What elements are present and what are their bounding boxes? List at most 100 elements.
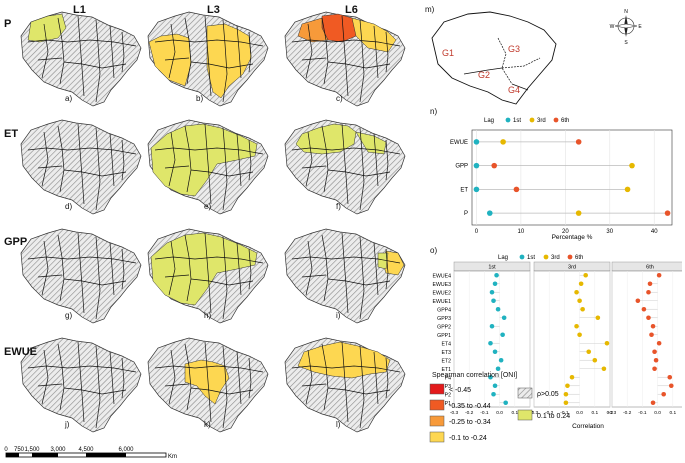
chart-n: Lag 1st 3rd 6th 0 10 20 30 40 EWUE GPP ET P Percent…	[450, 117, 673, 241]
chart-o-category-label: GPP3	[437, 316, 451, 322]
region-g3: G3	[508, 44, 520, 54]
legend-swatch	[429, 415, 445, 427]
chart-o-point	[668, 383, 674, 389]
panel-label-l: l)	[336, 420, 341, 429]
chart-o-tick-label: -0.3	[608, 410, 617, 416]
chart-n-category-label: EWUE	[450, 140, 468, 146]
scale-tick-label: 3,000	[50, 447, 66, 453]
lag-legend-title: Lag	[498, 255, 508, 261]
chart-o-tick-label: -0.2	[545, 410, 554, 416]
chart-o-point	[577, 298, 582, 304]
chart-n-tick-label: 30	[606, 229, 613, 235]
panel-label-c: c)	[336, 94, 343, 103]
chart-o-category-label: EWUE1	[433, 299, 452, 305]
scale-unit: Km	[168, 454, 177, 460]
row-label-ewue: EWUE	[4, 346, 37, 358]
legend-item-label: 0.1 to 0.24	[537, 413, 570, 420]
chart-o-point	[578, 281, 584, 287]
chart-o-tick-label: 0.1	[669, 410, 676, 416]
chart-n-point	[473, 139, 480, 145]
chart-n-point	[624, 186, 631, 193]
compass-w: W	[610, 24, 615, 30]
chart-o-point	[652, 366, 657, 372]
chart-o-point	[667, 374, 673, 380]
scale-tick-label: 6,000	[118, 447, 134, 453]
lag-legend-marker	[505, 117, 511, 123]
compass-icon: N E S W	[610, 9, 643, 46]
column-label-l6: L6	[345, 4, 358, 16]
row-label-p: P	[4, 18, 12, 30]
chart-o-point	[601, 366, 607, 372]
chart-o-point	[494, 272, 499, 278]
chart-o-point	[498, 357, 504, 363]
lag-legend-marker	[553, 117, 559, 123]
map-p-l3	[147, 11, 269, 107]
chart-o-point	[492, 281, 498, 287]
chart-n-tick-label: 40	[651, 229, 658, 235]
chart-o-category-label: EWUE2	[433, 290, 452, 296]
chart-o-point	[563, 391, 569, 397]
chart-o-point	[574, 289, 579, 295]
panel-label-k: k)	[204, 420, 211, 429]
chart-o-point	[501, 315, 507, 321]
panel-label-d: d)	[65, 202, 73, 211]
chart-o-xlabel: Correlation	[572, 423, 604, 430]
legend-swatch	[429, 431, 445, 443]
chart-o-category-label: P1	[445, 401, 451, 407]
legend-item-label: -0.1 to -0.24	[449, 435, 487, 442]
chart-n-tick-label: 10	[518, 229, 525, 235]
panel-label-h: h)	[204, 311, 212, 320]
chart-n-tick-label: 20	[562, 229, 569, 235]
lag-legend-label: 3rd	[551, 255, 560, 261]
chart-n-point	[491, 162, 498, 169]
panel-label-j: j)	[65, 420, 70, 429]
lag-legend-label: 1st	[513, 118, 521, 124]
chart-o-tick-label: -0.1	[560, 410, 569, 416]
map-et-l6	[284, 119, 406, 215]
row-label-et: ET	[4, 128, 19, 140]
chart-o-point	[646, 315, 651, 321]
panel-label-f: f)	[336, 202, 341, 211]
chart-o-point	[495, 306, 501, 312]
lag-legend-label: 3rd	[537, 118, 546, 124]
lag-legend-marker	[519, 254, 525, 260]
legend-item-label: ρ>0.05	[537, 391, 559, 398]
chart-o-category-label: EWUE4	[433, 273, 452, 279]
chart-o-point	[565, 383, 570, 389]
panel-label-b: b)	[196, 94, 204, 103]
panel-label-i: i)	[336, 311, 341, 320]
chart-o-point	[583, 272, 588, 278]
chart-o-point	[574, 323, 579, 329]
chart-n-point	[500, 139, 506, 145]
chart-o-point	[500, 332, 505, 338]
lag-legend-label: 1st	[527, 255, 535, 261]
map-gpp-l3	[147, 228, 269, 324]
panel-label-e: e)	[204, 202, 212, 211]
chart-n-point	[629, 162, 635, 169]
chart-o-category-label: P4	[445, 375, 451, 381]
chart-o-tick-label: -0.2	[623, 410, 632, 416]
map-gpp-l1	[20, 228, 142, 324]
compass-e: E	[638, 24, 642, 30]
map-ewue-l6	[284, 337, 406, 433]
lag-legend-label: 6th	[575, 255, 583, 261]
chart-o-point	[503, 400, 508, 406]
lag-legend-marker	[529, 117, 535, 123]
chart-o-point	[491, 391, 496, 397]
chart-o-facet-label: 3rd	[568, 265, 576, 271]
chart-n-point	[575, 210, 582, 216]
legend-item-label: -0.25 to -0.34	[449, 419, 491, 426]
chart-o-point	[488, 340, 493, 346]
chart-o-point	[492, 349, 498, 355]
map-et-l1	[20, 119, 142, 215]
chart-n-point	[575, 139, 582, 145]
map-p-l1	[20, 11, 142, 107]
chart-o-point	[647, 281, 653, 287]
chart-o-tick-label: 0.1	[511, 410, 518, 416]
chart-o-point	[489, 289, 495, 295]
chart-o-point	[649, 332, 654, 338]
chart-n-category-label: P	[464, 211, 468, 217]
chart-o-point	[563, 400, 569, 406]
legend-item-label: < -0.45	[449, 387, 471, 394]
row-label-gpp: GPP	[4, 236, 28, 248]
